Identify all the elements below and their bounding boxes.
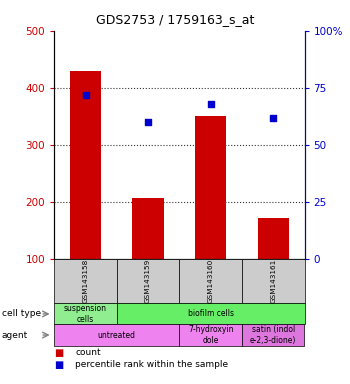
Bar xyxy=(195,116,226,259)
Text: 7-hydroxyin
dole: 7-hydroxyin dole xyxy=(188,325,233,345)
Point xyxy=(145,119,151,125)
Bar xyxy=(132,198,164,259)
Text: percentile rank within the sample: percentile rank within the sample xyxy=(75,360,228,369)
Bar xyxy=(258,217,289,259)
Text: suspension
cells: suspension cells xyxy=(64,304,107,324)
Text: GSM143159: GSM143159 xyxy=(145,259,151,303)
Point xyxy=(271,114,276,121)
Text: agent: agent xyxy=(2,331,28,339)
Text: count: count xyxy=(75,348,101,357)
Text: ■: ■ xyxy=(54,360,63,370)
Point xyxy=(208,101,213,107)
Text: GSM143160: GSM143160 xyxy=(208,259,214,303)
Text: ■: ■ xyxy=(54,348,63,358)
Text: untreated: untreated xyxy=(98,331,136,339)
Text: GSM143158: GSM143158 xyxy=(83,259,89,303)
Text: satin (indol
e-2,3-dione): satin (indol e-2,3-dione) xyxy=(250,325,296,345)
Text: biofilm cells: biofilm cells xyxy=(188,310,234,318)
Bar xyxy=(70,71,101,259)
Text: GSM143161: GSM143161 xyxy=(270,259,276,303)
Text: cell type: cell type xyxy=(2,310,41,318)
Text: GDS2753 / 1759163_s_at: GDS2753 / 1759163_s_at xyxy=(96,13,254,26)
Point xyxy=(83,92,88,98)
